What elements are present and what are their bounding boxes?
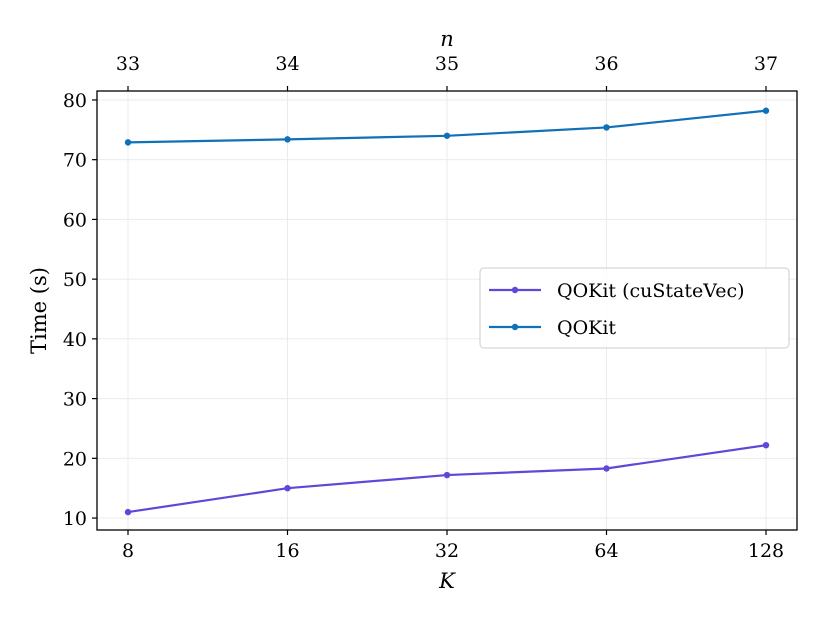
top-tick-label: 36 [594, 53, 618, 75]
data-point [124, 508, 132, 516]
axis-ticks: 8 33 16 34 32 35 64 36 128 37 10 20 30 40 50 60 70 80 [63, 53, 784, 562]
legend-box [479, 267, 790, 349]
top-tick-label: 35 [435, 53, 459, 75]
top-tick-label: 34 [275, 53, 299, 75]
data-point [603, 124, 610, 131]
series-layer [124, 107, 770, 516]
data-point [603, 465, 610, 472]
legend-entry-custatevec: QOKit (cuStateVec) [489, 280, 745, 302]
data-point [284, 136, 291, 143]
x-tick-label: 16 [275, 540, 299, 562]
legend-marker-custatevec [511, 286, 519, 294]
x-tick-label: 64 [594, 540, 618, 562]
data-point [124, 139, 132, 146]
data-point [762, 441, 770, 449]
x-tick-label: 128 [748, 540, 784, 562]
y-tick-label: 70 [63, 150, 87, 172]
y-axis-label: Time (s) [27, 267, 51, 354]
x-tick-label: 8 [122, 540, 134, 562]
y-tick-label: 20 [63, 448, 87, 470]
legend-entry-qokit: QOKit [489, 317, 616, 339]
legend: QOKit (cuStateVec) QOKit [479, 267, 790, 349]
y-tick-label: 30 [63, 389, 87, 411]
legend-marker-qokit [511, 323, 519, 331]
data-point [443, 471, 451, 479]
y-tick-label: 50 [63, 269, 87, 291]
y-tick-label: 40 [63, 329, 87, 351]
y-tick-label: 10 [63, 508, 87, 530]
x-tick-label: 32 [435, 540, 459, 562]
data-point [443, 132, 451, 139]
top-tick-label: 37 [754, 53, 778, 75]
top-tick-label: 33 [116, 53, 140, 75]
data-point [284, 484, 291, 492]
legend-label-qokit: QOKit [557, 317, 616, 339]
legend-label-custatevec: QOKit (cuStateVec) [557, 280, 745, 302]
y-tick-label: 80 [63, 90, 87, 112]
y-tick-label: 60 [63, 209, 87, 231]
x-axis-label: K [438, 569, 456, 593]
top-axis-label: n [440, 27, 454, 51]
data-point [762, 107, 770, 114]
